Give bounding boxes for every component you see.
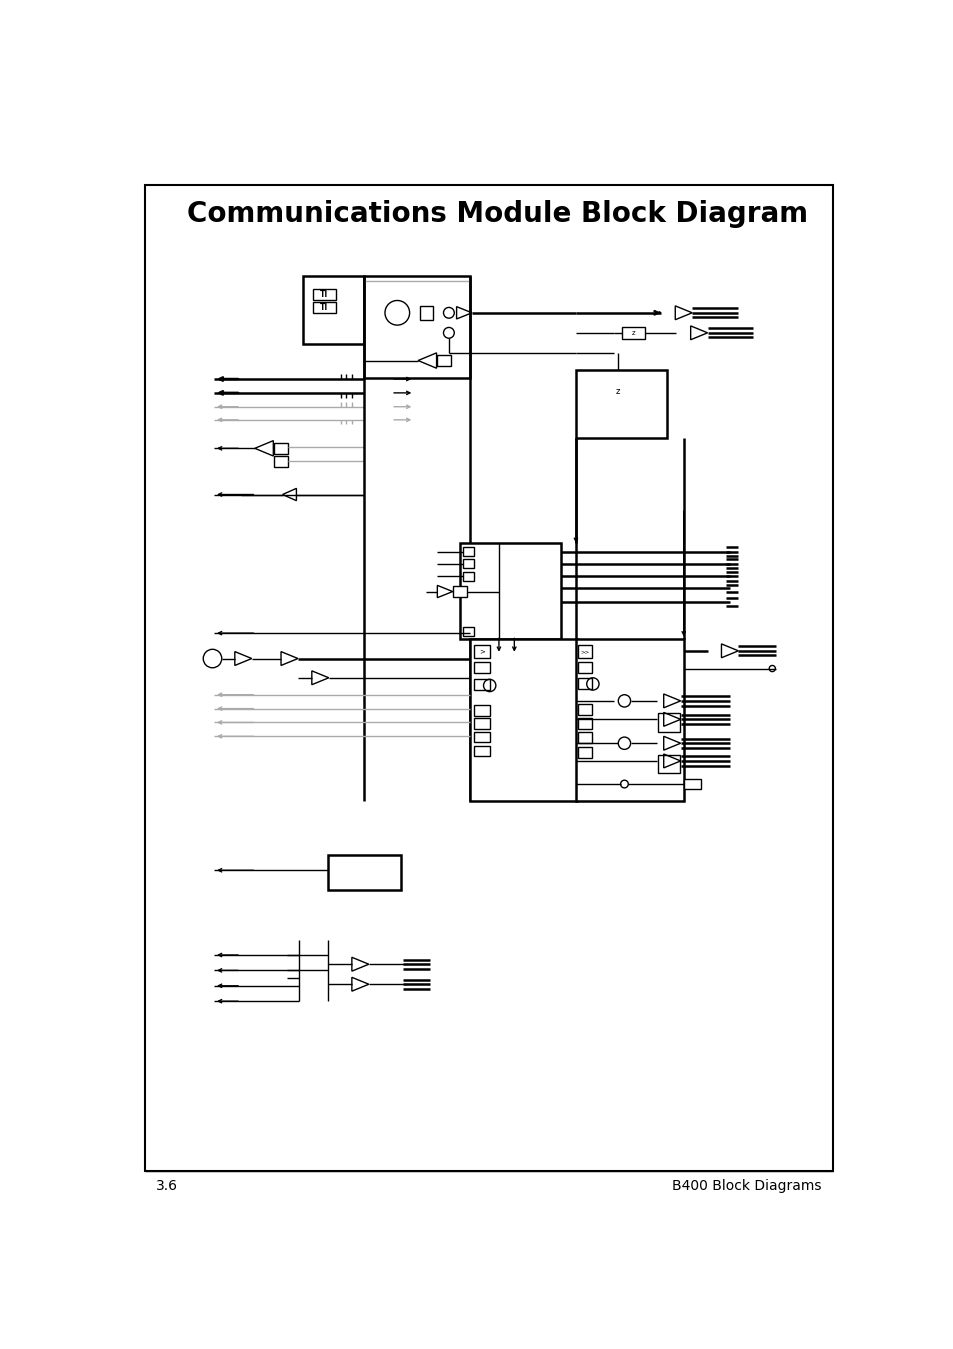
Text: z: z — [631, 329, 635, 336]
Bar — [474, 662, 489, 673]
Bar — [576, 370, 666, 437]
Text: >: > — [478, 649, 484, 654]
Text: Communications Module Block Diagram: Communications Module Block Diagram — [187, 200, 807, 228]
Text: TI: TI — [319, 290, 328, 299]
Bar — [578, 645, 592, 658]
Bar — [460, 544, 560, 639]
Bar — [313, 289, 335, 299]
Text: TI: TI — [319, 304, 328, 312]
Bar — [474, 704, 489, 715]
Bar — [436, 355, 451, 366]
Bar — [578, 677, 592, 688]
Bar — [474, 718, 489, 728]
Bar — [364, 275, 470, 378]
Bar — [302, 275, 364, 344]
Text: z: z — [616, 387, 619, 395]
Bar — [578, 662, 592, 673]
Bar — [621, 328, 644, 339]
Bar — [419, 306, 433, 320]
Bar — [474, 680, 489, 691]
Bar — [578, 733, 592, 743]
Bar — [462, 627, 473, 637]
Bar — [313, 302, 335, 313]
Bar — [683, 780, 700, 789]
Bar — [658, 714, 679, 731]
Bar — [462, 572, 473, 581]
Bar — [578, 718, 592, 728]
Bar — [274, 456, 288, 467]
Bar — [328, 855, 400, 889]
Bar — [462, 546, 473, 556]
Bar — [576, 639, 683, 801]
Bar — [462, 560, 473, 568]
Bar — [474, 746, 489, 757]
Text: B400 Block Diagrams: B400 Block Diagrams — [671, 1179, 821, 1193]
Bar — [274, 442, 288, 453]
Bar — [470, 639, 577, 801]
Bar — [474, 731, 489, 742]
Bar — [578, 747, 592, 758]
Text: 3.6: 3.6 — [156, 1179, 178, 1193]
Bar — [578, 704, 592, 715]
Bar — [474, 645, 489, 658]
Text: >>: >> — [580, 649, 589, 654]
Bar — [453, 587, 466, 596]
Bar — [658, 755, 679, 773]
